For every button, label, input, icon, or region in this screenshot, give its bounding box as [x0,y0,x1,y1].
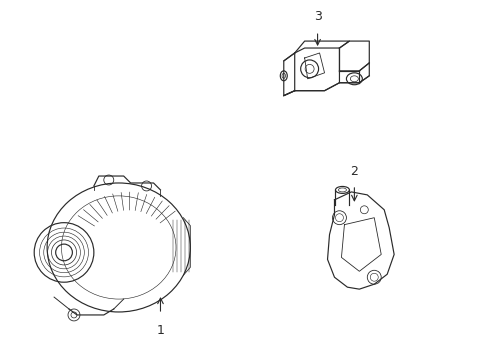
Text: 3: 3 [313,10,321,23]
Text: 1: 1 [156,324,164,337]
Text: 2: 2 [350,165,358,178]
